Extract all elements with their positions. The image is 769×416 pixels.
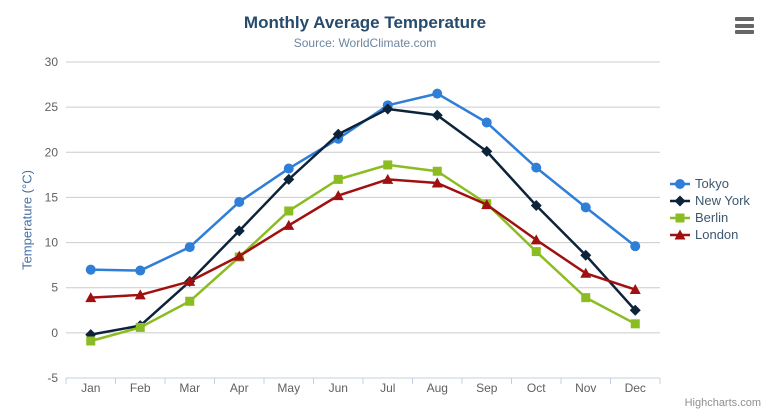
- series-london[interactable]: [85, 173, 641, 303]
- data-point-marker[interactable]: [580, 267, 592, 278]
- y-axis-label: 10: [45, 236, 59, 250]
- x-axis-label: Jun: [329, 381, 348, 395]
- x-axis-label: Oct: [527, 381, 546, 395]
- data-point-marker[interactable]: [580, 202, 591, 213]
- data-point-marker[interactable]: [85, 264, 96, 275]
- data-point-marker[interactable]: [382, 103, 394, 115]
- legend-item-new-york[interactable]: New York: [670, 192, 750, 209]
- series-line[interactable]: [89, 163, 637, 343]
- x-axis-label: Feb: [130, 381, 151, 395]
- y-axis-label: 15: [45, 190, 59, 204]
- data-point-marker[interactable]: [675, 178, 685, 189]
- data-point-marker[interactable]: [134, 289, 146, 300]
- data-point-marker[interactable]: [284, 206, 294, 216]
- data-point-marker[interactable]: [233, 225, 245, 237]
- x-axis-label: Sep: [476, 381, 498, 395]
- data-point-marker[interactable]: [333, 174, 343, 184]
- data-point-marker[interactable]: [481, 145, 493, 157]
- data-point-marker[interactable]: [530, 200, 542, 212]
- data-point-marker[interactable]: [629, 284, 641, 295]
- data-point-marker[interactable]: [581, 293, 591, 303]
- burger-bar: [735, 17, 754, 21]
- legend-label: Tokyo: [695, 176, 729, 191]
- data-point-marker[interactable]: [629, 304, 641, 316]
- data-point-marker[interactable]: [135, 322, 145, 332]
- data-point-marker[interactable]: [283, 163, 294, 174]
- legend-label: Berlin: [695, 210, 729, 225]
- data-point-marker[interactable]: [630, 241, 641, 252]
- series-line[interactable]: [89, 92, 637, 272]
- legend-item-london[interactable]: London: [670, 226, 750, 243]
- data-point-marker[interactable]: [86, 336, 96, 346]
- chart-title: Monthly Average Temperature: [243, 13, 487, 32]
- y-axis-label: 5: [51, 281, 58, 295]
- data-point-marker[interactable]: [184, 275, 196, 286]
- x-axis-label: Aug: [427, 381, 448, 395]
- x-axis-label: Jul: [380, 381, 395, 395]
- y-axis-label: -5: [47, 371, 58, 385]
- data-point-marker[interactable]: [675, 213, 685, 222]
- data-point-marker[interactable]: [185, 296, 195, 306]
- legend-marker-icon: [670, 213, 690, 222]
- data-point-marker[interactable]: [432, 88, 443, 99]
- data-point-marker[interactable]: [85, 292, 97, 303]
- legend-marker-icon: [670, 195, 690, 206]
- data-point-marker[interactable]: [332, 190, 344, 201]
- legend-marker-icon: [670, 229, 690, 239]
- y-axis-label: 0: [51, 326, 58, 340]
- x-axis-label: Mar: [179, 381, 200, 395]
- data-point-marker[interactable]: [283, 173, 295, 185]
- data-point-marker[interactable]: [531, 247, 541, 257]
- data-point-marker[interactable]: [382, 173, 394, 184]
- data-point-marker[interactable]: [530, 234, 542, 245]
- legend: Tokyo New York Berlin London: [670, 175, 750, 243]
- series-line[interactable]: [89, 178, 637, 299]
- x-axis-label: Jan: [81, 381, 100, 395]
- data-point-marker[interactable]: [332, 128, 344, 140]
- legend-label: London: [695, 227, 739, 242]
- data-point-marker[interactable]: [383, 160, 393, 170]
- data-point-marker[interactable]: [674, 195, 686, 206]
- x-axis-label: May: [277, 381, 300, 395]
- chart-subtitle: Source: WorldClimate.com: [293, 36, 437, 50]
- data-point-marker[interactable]: [630, 319, 640, 329]
- y-axis-label: 25: [45, 100, 59, 114]
- data-point-marker[interactable]: [431, 109, 443, 121]
- data-point-marker[interactable]: [531, 162, 542, 173]
- burger-bar: [735, 30, 754, 34]
- x-axis-label: Dec: [625, 381, 646, 395]
- x-axis-label: Nov: [575, 381, 596, 395]
- data-point-marker[interactable]: [234, 196, 245, 207]
- legend-marker-icon: [670, 178, 690, 189]
- data-point-marker[interactable]: [481, 117, 492, 128]
- series-new-york[interactable]: [85, 103, 641, 341]
- legend-item-tokyo[interactable]: Tokyo: [670, 175, 750, 192]
- series-line[interactable]: [89, 107, 637, 336]
- y-axis-label: 30: [45, 55, 59, 69]
- y-axis-label: 20: [45, 145, 59, 159]
- data-point-marker[interactable]: [432, 166, 442, 176]
- x-axis-label: Apr: [230, 381, 249, 395]
- data-point-marker[interactable]: [674, 229, 686, 239]
- data-point-marker[interactable]: [233, 250, 245, 261]
- data-point-marker[interactable]: [580, 249, 592, 261]
- data-point-marker[interactable]: [184, 242, 195, 253]
- data-point-marker[interactable]: [481, 199, 493, 210]
- data-point-marker[interactable]: [431, 177, 443, 188]
- burger-bar: [735, 23, 754, 28]
- data-point-marker[interactable]: [283, 219, 295, 230]
- legend-label: New York: [695, 193, 750, 208]
- series-tokyo[interactable]: [85, 88, 641, 276]
- data-point-marker[interactable]: [135, 265, 146, 276]
- legend-item-berlin[interactable]: Berlin: [670, 209, 750, 226]
- credits-link[interactable]: Highcharts.com: [684, 397, 761, 409]
- context-menu-icon[interactable]: [735, 17, 754, 34]
